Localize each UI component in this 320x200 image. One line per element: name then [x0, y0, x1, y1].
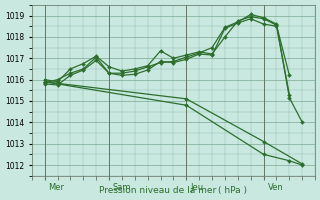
Text: Jeu: Jeu: [190, 183, 203, 192]
X-axis label: Pression niveau de la mer ( hPa ): Pression niveau de la mer ( hPa ): [100, 186, 247, 195]
Text: Ven: Ven: [268, 183, 283, 192]
Text: Sam: Sam: [113, 183, 132, 192]
Text: Mer: Mer: [49, 183, 65, 192]
